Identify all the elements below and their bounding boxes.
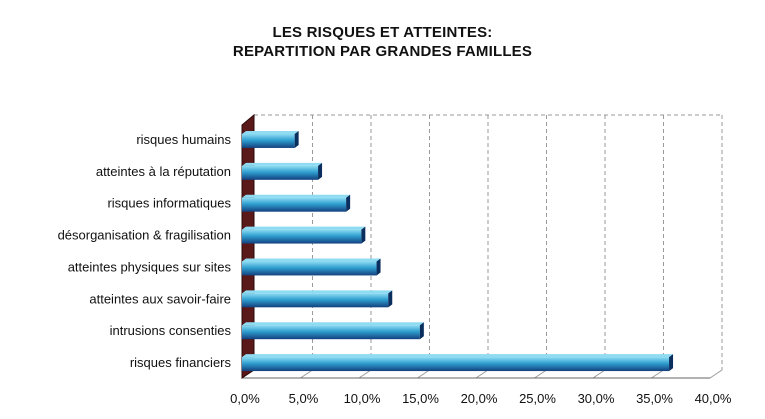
floor-gridline: [417, 369, 430, 379]
bar: [242, 258, 381, 276]
x-tick-label: 40,0%: [695, 391, 732, 406]
bar: [242, 290, 393, 308]
bar: [242, 162, 323, 180]
floor-gridline: [300, 369, 313, 379]
category-label: atteintes à la réputation: [96, 164, 231, 179]
floor-gridline: [534, 369, 547, 379]
grid: [241, 114, 723, 379]
x-tick-labels: 0,0% 5,0% 10,0% 15,0% 20,0% 25,0% 30,0% 35,0% 40…: [230, 391, 732, 406]
category-label: atteintes physiques sur sites: [68, 259, 232, 274]
category-labels: risques humains atteintes à la réputation…: [58, 132, 232, 370]
category-label: risques informatiques: [107, 196, 231, 211]
chart-title: LES RISQUES ET ATTEINTES:: [272, 24, 493, 41]
category-label: risques humains: [136, 132, 231, 147]
bar: [242, 226, 366, 244]
chart-subtitle: REPARTITION PAR GRANDES FAMILLES: [232, 43, 533, 60]
floor-gridline: [709, 369, 723, 379]
bar: [242, 130, 299, 148]
bars: [242, 130, 674, 372]
x-tick-label: 5,0%: [289, 391, 319, 406]
floor-gridline: [358, 369, 372, 379]
bar: [242, 354, 674, 372]
x-tick-label: 10,0%: [344, 391, 381, 406]
floor-gridline: [592, 369, 606, 379]
x-tick-label: 35,0%: [636, 391, 673, 406]
category-label: intrusions consenties: [110, 323, 232, 338]
x-tick-label: 0,0%: [230, 391, 260, 406]
x-tick-label: 20,0%: [461, 391, 498, 406]
category-label: atteintes aux savoir-faire: [89, 291, 231, 306]
x-tick-label: 30,0%: [578, 391, 615, 406]
bar: [242, 194, 351, 212]
category-label: risques financiers: [130, 355, 232, 370]
x-tick-label: 25,0%: [519, 391, 556, 406]
category-label: désorganisation & fragilisation: [58, 228, 231, 243]
bar: [242, 322, 424, 340]
floor-gridline: [475, 369, 489, 379]
floor-gridline: [651, 369, 664, 379]
x-tick-label: 15,0%: [402, 391, 439, 406]
